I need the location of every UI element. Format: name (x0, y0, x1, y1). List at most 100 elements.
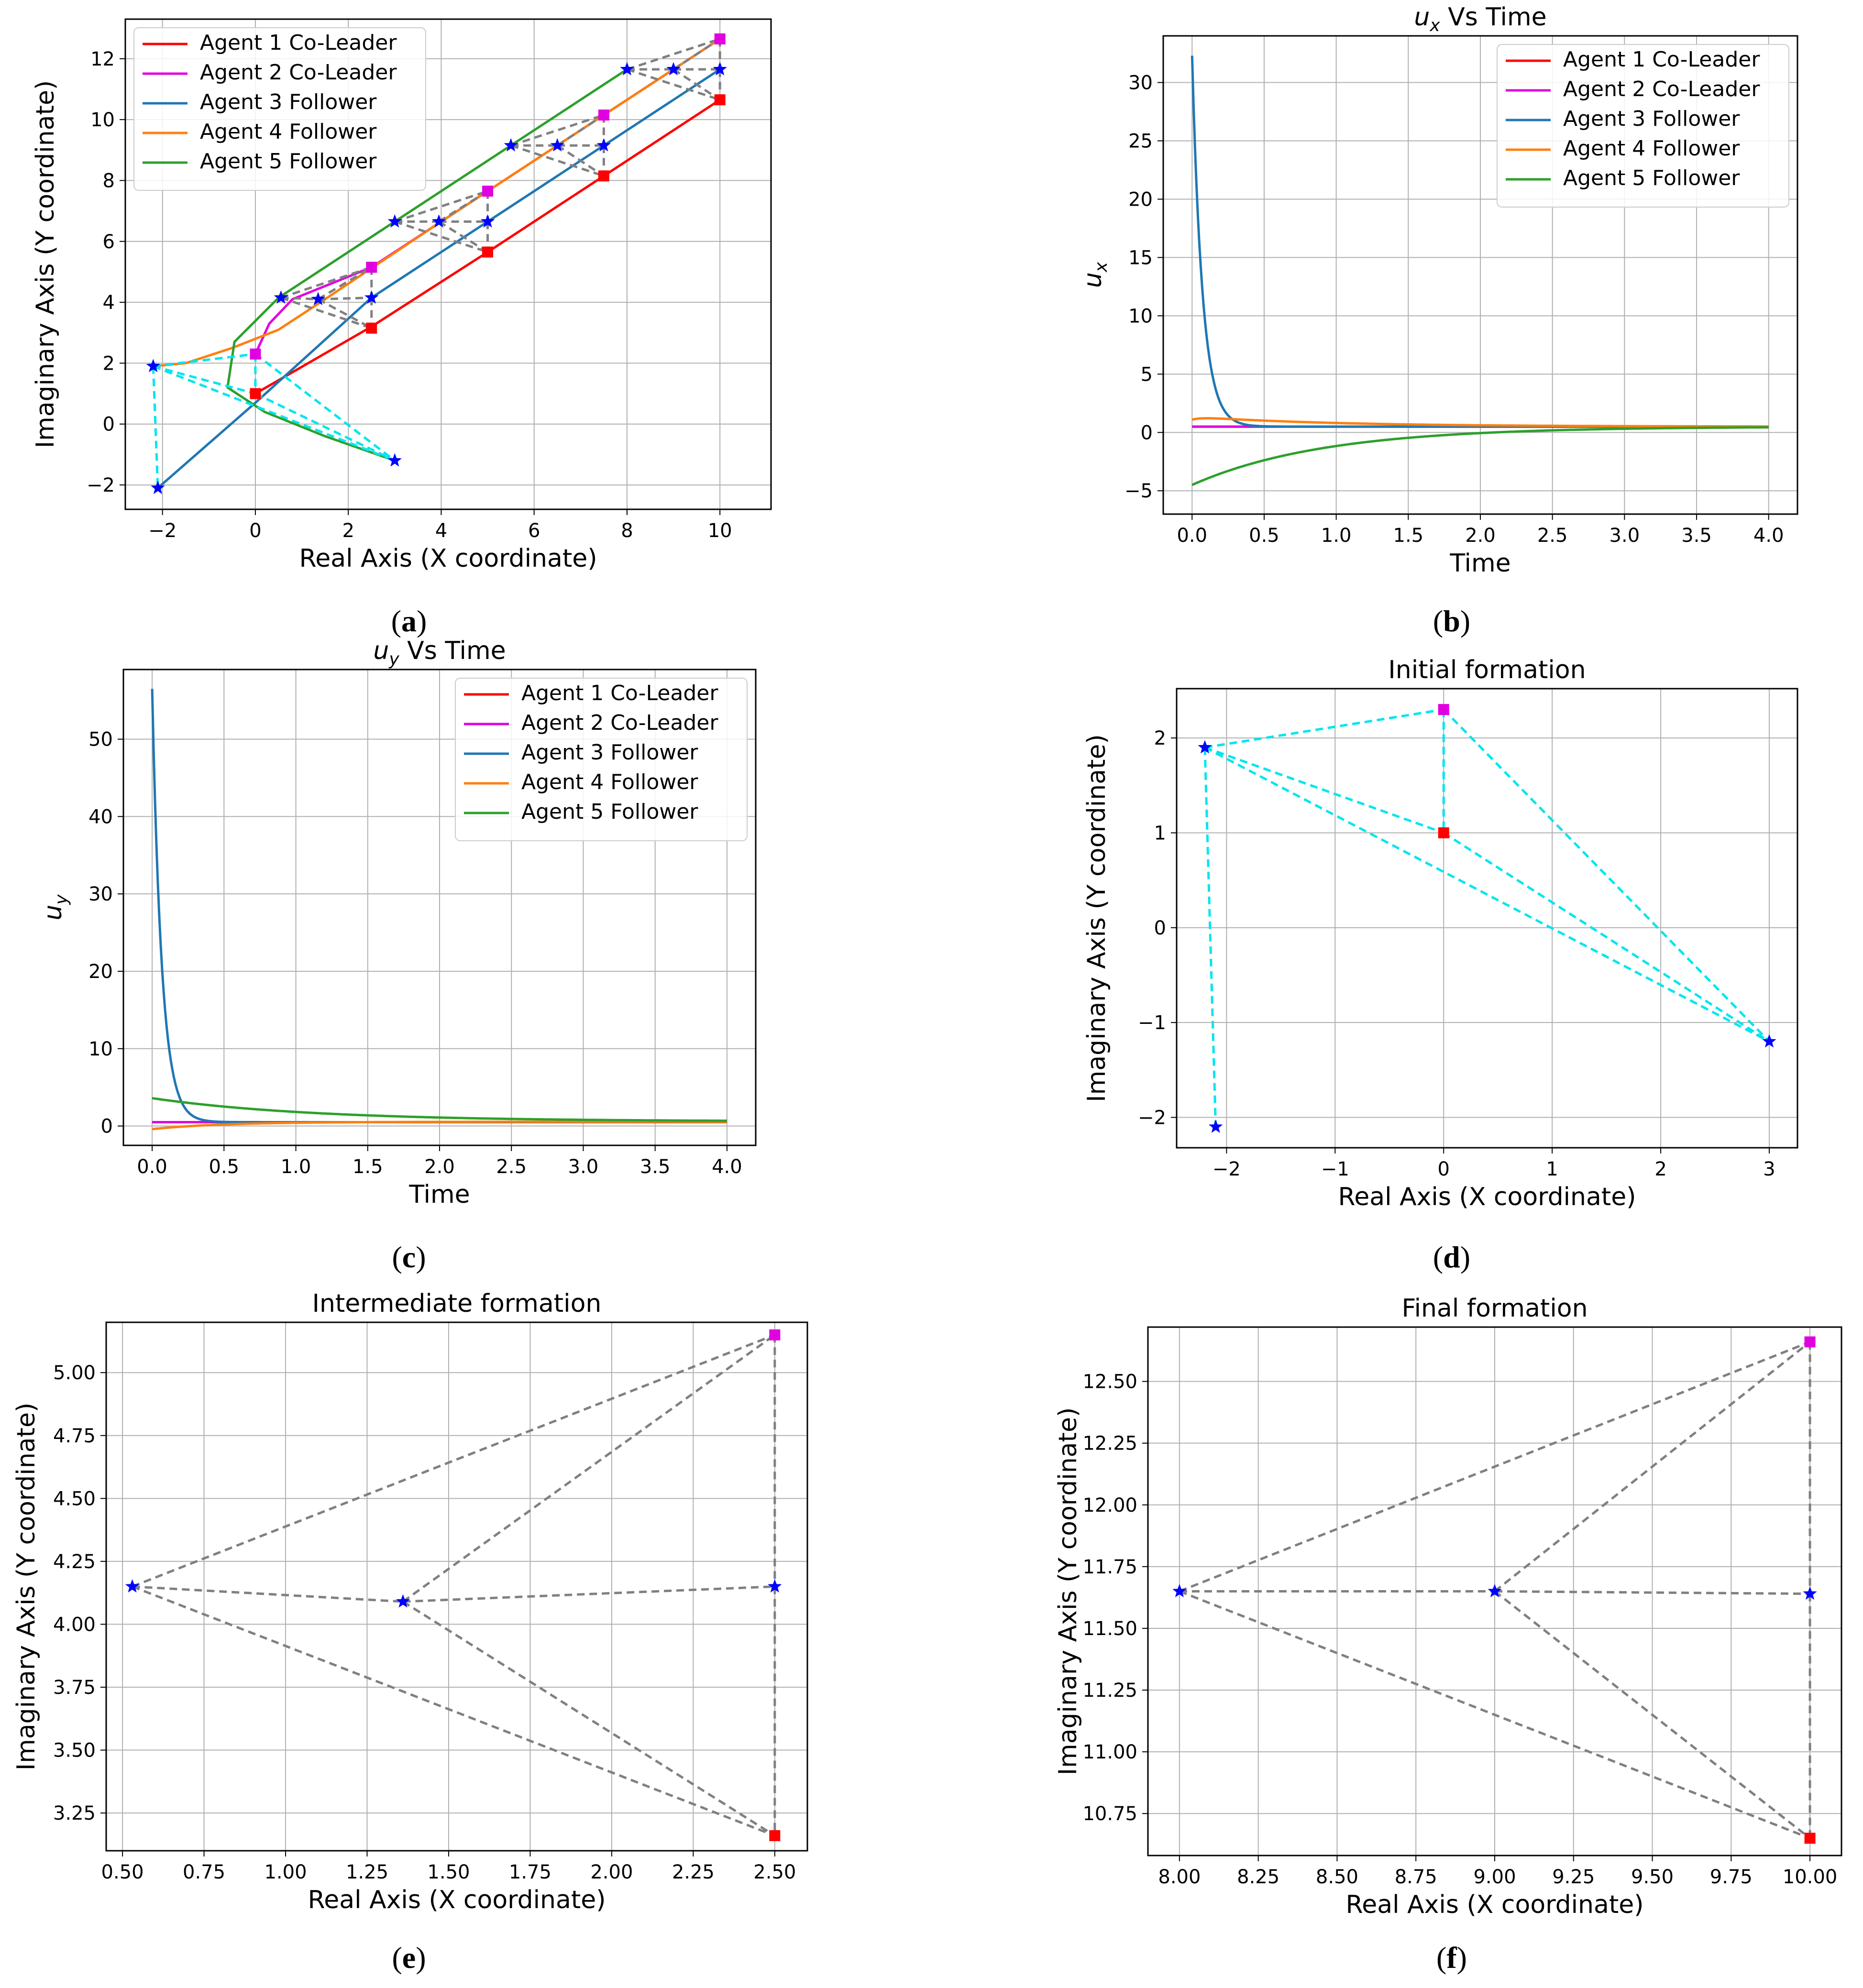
x-tick-label: 1.75 (509, 1861, 551, 1883)
x-tick-label: 10.00 (1783, 1866, 1838, 1888)
formation-edge (280, 297, 372, 330)
y-axis-label: Imaginary Axis (Y coordinate) (1054, 1407, 1082, 1775)
y-tick-label: 10 (1128, 305, 1153, 327)
y-tick-label: 11.75 (1082, 1556, 1137, 1578)
x-tick-label: 8.50 (1316, 1866, 1358, 1888)
y-tick-label: 3.25 (53, 1802, 96, 1824)
legend-box (133, 27, 426, 191)
agent-marker (713, 62, 727, 76)
agent-marker (364, 290, 379, 304)
plot-area (1172, 1336, 1817, 1844)
plot-area (1191, 55, 1769, 486)
formation-edge (1494, 1341, 1811, 1593)
y-tick-label: 5.00 (53, 1362, 96, 1384)
x-axis-label: Real Axis (X coordinate) (299, 544, 597, 573)
y-tick-label: 4.25 (53, 1551, 96, 1573)
x-tick-label: −1 (1321, 1158, 1349, 1180)
y-tick-label: 4.75 (53, 1425, 96, 1447)
x-tick-label: 2 (342, 520, 354, 542)
legend-label: Agent 1 Co-Leader (521, 681, 718, 705)
x-tick-label: 1.0 (1321, 525, 1352, 547)
x-tick-label: 1.25 (346, 1861, 388, 1883)
x-tick-label: 1.5 (1393, 525, 1424, 547)
agent-marker (1438, 827, 1449, 838)
x-tick-label: 9.00 (1473, 1866, 1516, 1888)
x-tick-label: −2 (1213, 1158, 1241, 1180)
formation-edge (402, 1334, 776, 1603)
legend-label: Agent 1 Co-Leader (200, 31, 397, 55)
initial-formation-edge (254, 353, 396, 462)
axes-frame (105, 1321, 808, 1852)
agent-marker (714, 94, 726, 106)
axes-frame (1162, 35, 1798, 515)
formation-edge (403, 1585, 775, 1603)
agent-marker (550, 138, 564, 152)
formation-edge (317, 298, 372, 330)
plot-area (125, 1329, 782, 1841)
legend-label: Agent 5 Follower (200, 149, 377, 174)
y-tick-label: 6 (103, 231, 115, 253)
agent-marker (598, 110, 609, 121)
chart-f: 8.00 8.25 8.50 8.75 9.00 9.25 9.50 9.75 10.00 10.… (1054, 1294, 1842, 1919)
formation-edge (1443, 832, 1770, 1043)
y-tick-label: 30 (88, 883, 113, 905)
agent-marker (666, 62, 681, 76)
y-tick-label: −1 (1138, 1012, 1166, 1034)
axes-frame (124, 18, 772, 510)
x-tick-label: 2.25 (672, 1861, 715, 1883)
agent-marker (1804, 1833, 1816, 1844)
y-tick-label: 0 (1154, 917, 1166, 939)
x-tick-label: 0 (1438, 1158, 1450, 1180)
series-line (157, 68, 721, 489)
formation-edge (318, 297, 372, 301)
y-tick-label: 0 (1141, 422, 1153, 444)
series-line (152, 1097, 727, 1122)
axes-frame (1147, 1326, 1842, 1856)
x-tick-label: 6 (528, 520, 540, 542)
agent-marker (598, 170, 609, 182)
formation-edge (1443, 708, 1770, 1043)
agent-marker (768, 1579, 782, 1593)
x-tick-label: 4.0 (712, 1156, 742, 1178)
agent-marker (596, 138, 611, 152)
plot-area (146, 33, 727, 494)
chart-title: Final formation (1401, 1294, 1587, 1323)
agent-marker (431, 214, 446, 228)
y-tick-label: 1 (1154, 822, 1166, 844)
formation-edge (132, 1333, 775, 1588)
x-tick-label: 8.25 (1237, 1866, 1279, 1888)
x-tick-label: 9.25 (1552, 1866, 1595, 1888)
agent-marker (387, 214, 402, 228)
y-tick-label: 2 (103, 352, 115, 374)
legend-label: Agent 4 Follower (521, 770, 698, 794)
agent-marker (387, 453, 402, 467)
y-tick-label: 4 (103, 292, 115, 314)
initial-formation-edge (153, 352, 256, 368)
series-line (226, 68, 628, 462)
agent-marker (366, 262, 377, 273)
x-tick-label: 10 (708, 520, 732, 542)
agent-marker (1762, 1034, 1776, 1048)
formation-edge (1203, 747, 1217, 1127)
series-line (152, 1120, 727, 1131)
legend-label: Agent 5 Follower (521, 800, 698, 824)
agent-marker (1198, 740, 1212, 754)
agent-marker (1488, 1584, 1502, 1597)
x-axis-label: Real Axis (X coordinate) (1338, 1183, 1636, 1211)
chart-b: 0.0 0.5 1.0 1.5 2.0 2.5 3.0 3.5 4.0 −5 0 5 10 15 20 25 3… (1079, 3, 1798, 578)
x-axis-label: Time (1449, 549, 1510, 578)
formation-edge (281, 297, 319, 301)
agent-marker (1209, 1119, 1223, 1133)
legend-box (1497, 44, 1789, 208)
legend: Agent 1 Co-Leader Agent 2 Co-Leader Agent … (133, 27, 426, 191)
y-tick-label: 12.00 (1082, 1494, 1137, 1516)
plot-area (151, 689, 727, 1131)
x-tick-label: 1.0 (281, 1156, 311, 1178)
series-line (1191, 417, 1769, 428)
agent-marker (620, 62, 634, 76)
y-axis-label: uy (39, 894, 71, 921)
legend-label: Agent 4 Follower (1563, 136, 1740, 161)
x-tick-label: 3.5 (1681, 525, 1712, 547)
y-tick-label: 2 (1154, 727, 1166, 749)
